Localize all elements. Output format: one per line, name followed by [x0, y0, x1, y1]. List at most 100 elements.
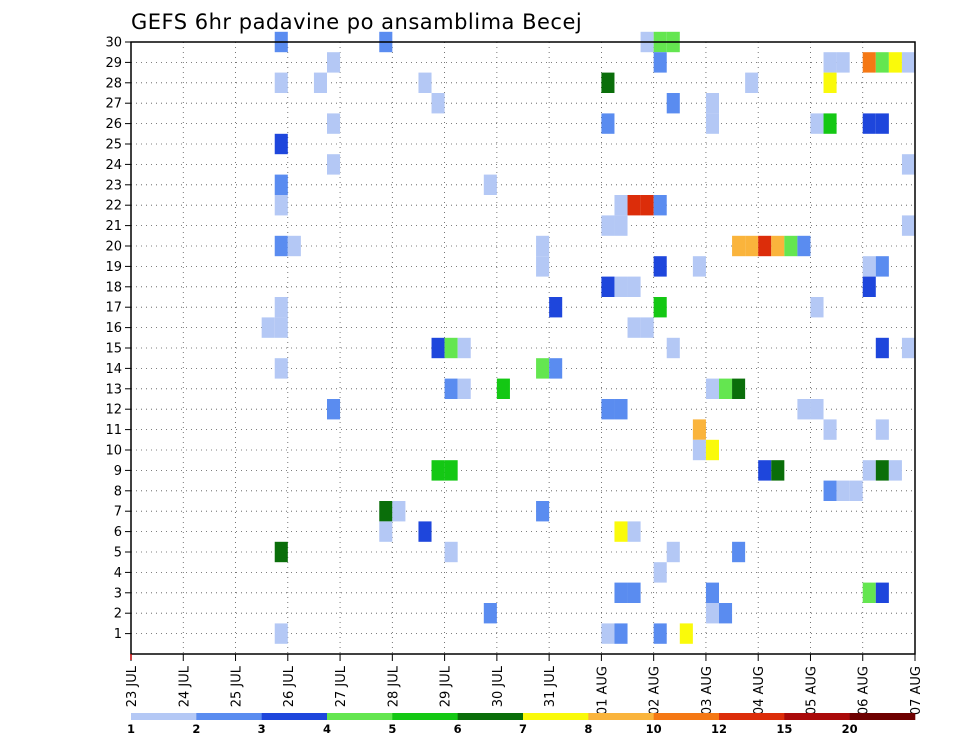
legend-label: 6 — [454, 722, 462, 736]
precip-cell — [274, 623, 288, 644]
precip-cell — [274, 235, 288, 257]
precip-cell — [810, 399, 824, 420]
legend-label: 15 — [776, 722, 792, 736]
precip-cell — [444, 460, 458, 481]
precip-cell — [771, 235, 785, 257]
legend-swatch — [392, 713, 458, 720]
precip-cell — [692, 439, 706, 461]
legend-label: 3 — [258, 722, 266, 736]
precip-cell — [653, 562, 667, 583]
x-tick-label: 01 AUG — [595, 666, 610, 715]
precip-cell — [732, 541, 746, 563]
precip-cell — [836, 52, 850, 73]
legend-label: 2 — [192, 722, 200, 736]
precip-cell — [274, 317, 288, 338]
precip-cell — [732, 235, 746, 257]
precip-cell — [666, 541, 680, 563]
precip-cell — [719, 378, 733, 399]
legend-swatch — [131, 713, 197, 720]
precip-cell — [379, 521, 393, 542]
legend-swatch — [327, 713, 393, 720]
x-tick-label: 30 JUL — [491, 665, 506, 707]
y-tick-label: 2 — [114, 607, 122, 622]
y-tick-label: 17 — [105, 301, 122, 316]
x-axis-ticks: 23 JUL 24 JUL 25 JUL 26 JUL 27 JUL 28 JUL 29 J… — [125, 654, 924, 715]
precip-cell — [327, 399, 341, 420]
precip-cell — [483, 174, 497, 195]
x-tick-label: 26 JUL — [282, 665, 297, 707]
legend-label: 5 — [388, 722, 396, 736]
precip-cell — [823, 52, 837, 73]
x-tick-label: 04 AUG — [752, 666, 767, 715]
precip-cell — [797, 235, 811, 257]
precip-cell — [274, 297, 288, 318]
precip-cell — [810, 113, 824, 134]
precip-cell — [862, 52, 876, 73]
precip-cell — [274, 174, 288, 195]
precip-cell — [875, 582, 889, 603]
precip-cell — [758, 460, 772, 481]
legend-swatch — [261, 713, 328, 720]
precip-cell — [679, 623, 693, 644]
legend-swatch — [523, 713, 589, 720]
precip-cell — [549, 297, 563, 318]
legend-swatch — [457, 713, 524, 720]
y-tick-label: 3 — [114, 586, 122, 601]
y-tick-label: 22 — [105, 199, 122, 214]
precip-cell — [614, 623, 628, 644]
precip-cell — [457, 378, 471, 399]
y-tick-label: 29 — [105, 56, 122, 71]
y-tick-label: 1 — [114, 627, 122, 642]
precip-cell — [692, 256, 706, 277]
x-tick-label: 25 JUL — [230, 665, 245, 707]
precip-cell — [627, 521, 641, 542]
precip-cell — [274, 72, 288, 93]
precip-cell — [705, 582, 719, 603]
precip-cell — [836, 480, 850, 501]
precip-cell — [627, 317, 641, 338]
precip-cell — [261, 317, 275, 338]
legend-label: 12 — [711, 722, 727, 736]
precip-cell — [287, 235, 301, 257]
precip-cell — [601, 113, 615, 134]
precip-cell — [666, 337, 680, 359]
precip-cell — [653, 297, 667, 318]
y-tick-label: 16 — [105, 321, 122, 336]
precip-cell — [901, 337, 915, 359]
legend-label: 1 — [127, 722, 135, 736]
y-tick-label: 28 — [105, 76, 122, 91]
precip-cell — [614, 276, 628, 297]
precip-cell — [705, 378, 719, 399]
precip-cell — [745, 235, 759, 257]
precip-cell — [627, 582, 641, 603]
precip-cell — [431, 93, 445, 114]
precip-cell — [536, 501, 550, 522]
precip-cell — [823, 72, 837, 93]
precip-cell — [875, 52, 889, 73]
x-tick-label: 05 AUG — [804, 666, 819, 715]
precip-cell — [705, 93, 719, 114]
precip-cell — [627, 276, 641, 297]
precip-cell — [653, 256, 667, 277]
precip-cell — [875, 419, 889, 440]
precip-cell — [797, 399, 811, 420]
precip-cell — [601, 276, 615, 297]
y-tick-label: 6 — [114, 525, 122, 540]
precip-cell — [601, 215, 615, 236]
precip-cell — [823, 480, 837, 501]
precip-cell — [758, 235, 772, 257]
legend-swatch — [653, 713, 720, 720]
x-tick-label: 02 AUG — [648, 666, 663, 715]
precip-cell — [457, 337, 471, 359]
precip-cell — [614, 195, 628, 216]
precip-cell — [705, 113, 719, 134]
y-tick-label: 5 — [114, 546, 122, 561]
x-tick-label: 31 JUL — [543, 665, 558, 707]
x-tick-label: 28 JUL — [386, 665, 401, 707]
precip-cell — [392, 501, 406, 522]
y-tick-label: 19 — [105, 260, 122, 275]
legend-label: 20 — [842, 722, 858, 736]
legend: 1 2 3 4 5 6 7 8 10 12 15 20 — [127, 713, 916, 736]
precip-cell — [313, 72, 327, 93]
